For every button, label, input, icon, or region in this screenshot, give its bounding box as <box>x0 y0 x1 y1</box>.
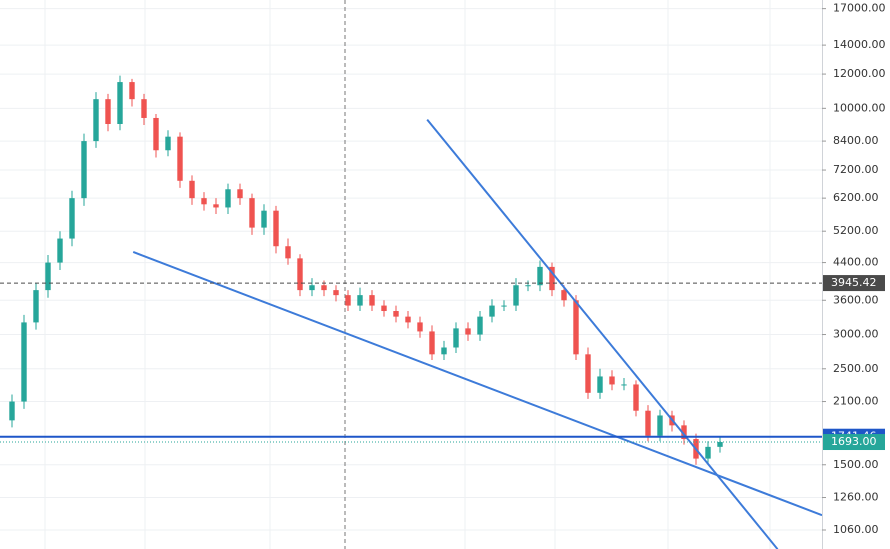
candle-body <box>597 376 603 393</box>
candle-body <box>273 210 279 247</box>
y-tick-label: 5200.00 <box>833 224 879 237</box>
candle-body <box>237 189 243 199</box>
candle-body <box>537 266 543 286</box>
candle-body <box>585 354 591 393</box>
candle-body <box>129 82 135 100</box>
vertical-grid <box>44 0 771 549</box>
candle-body <box>441 347 447 355</box>
candle-body <box>201 198 207 205</box>
candle-body <box>21 322 27 402</box>
candle-body <box>309 285 315 291</box>
candle-body <box>9 401 15 421</box>
candle-body <box>357 295 363 306</box>
price-label: 3945.42 <box>831 276 877 289</box>
candle-body <box>285 246 291 259</box>
candle-body <box>105 99 111 124</box>
y-tick-label: 12000.00 <box>833 67 886 80</box>
candle-body <box>333 290 339 296</box>
y-tick-label: 1500.00 <box>833 458 879 471</box>
candle-body <box>369 295 375 306</box>
candle-body <box>165 136 171 151</box>
candle-body <box>513 285 519 306</box>
y-tick-label: 6200.00 <box>833 191 879 204</box>
candle-body <box>453 328 459 348</box>
trendline <box>426 118 779 549</box>
candle-body <box>345 295 351 306</box>
candle-body <box>81 141 87 199</box>
y-tick-label: 2100.00 <box>833 395 879 408</box>
y-tick-label: 8400.00 <box>833 134 879 147</box>
y-tick-label: 17000.00 <box>833 2 886 15</box>
candle-body <box>405 316 411 323</box>
candle-body <box>297 258 303 291</box>
y-tick-label: 2500.00 <box>833 362 879 375</box>
price-label: 1693.00 <box>831 435 877 448</box>
candle-body <box>225 189 231 208</box>
candle-body <box>561 290 567 301</box>
candle-body <box>117 82 123 124</box>
price-label-box <box>823 275 885 292</box>
y-tick-label: 1060.00 <box>833 523 879 536</box>
candle-body <box>57 238 63 263</box>
candle-body <box>141 99 147 118</box>
y-tick-label: 7200.00 <box>833 163 879 176</box>
candle-body <box>525 285 531 287</box>
candle-body <box>153 117 159 151</box>
candle-body <box>645 410 651 436</box>
candle-body <box>417 322 423 332</box>
candle-body <box>549 266 555 291</box>
candle-body <box>189 180 195 199</box>
y-tick-label: 4400.00 <box>833 256 879 269</box>
candle-body <box>177 136 183 181</box>
candle-body <box>621 384 627 386</box>
candle-body <box>609 376 615 385</box>
trendline <box>132 251 822 517</box>
candle-body <box>45 262 51 291</box>
price-label-box <box>823 434 885 451</box>
candle-body <box>249 198 255 228</box>
candle-body <box>657 415 663 436</box>
candle-body <box>69 198 75 239</box>
y-tick-label: 3600.00 <box>833 293 879 306</box>
candle-body <box>93 99 99 142</box>
candle-body <box>393 311 399 317</box>
candle-body <box>489 305 495 317</box>
y-tick-label: 14000.00 <box>833 38 886 51</box>
candle-body <box>321 285 327 291</box>
candle-body <box>501 305 507 307</box>
candle-body <box>477 316 483 335</box>
candle-body <box>465 328 471 335</box>
candle-body <box>705 446 711 459</box>
y-tick-label: 1260.00 <box>833 491 879 504</box>
candle-body <box>633 384 639 411</box>
candle-body <box>573 300 579 355</box>
candle-body <box>213 204 219 208</box>
candle-body <box>681 425 687 440</box>
candle-body <box>261 210 267 228</box>
y-tick-label: 3000.00 <box>833 328 879 341</box>
candle-body <box>33 290 39 323</box>
candle-body <box>381 305 387 312</box>
candle-body <box>429 331 435 355</box>
plot-area <box>0 0 822 549</box>
candle-body <box>717 442 723 447</box>
y-tick-label: 10000.00 <box>833 101 886 114</box>
